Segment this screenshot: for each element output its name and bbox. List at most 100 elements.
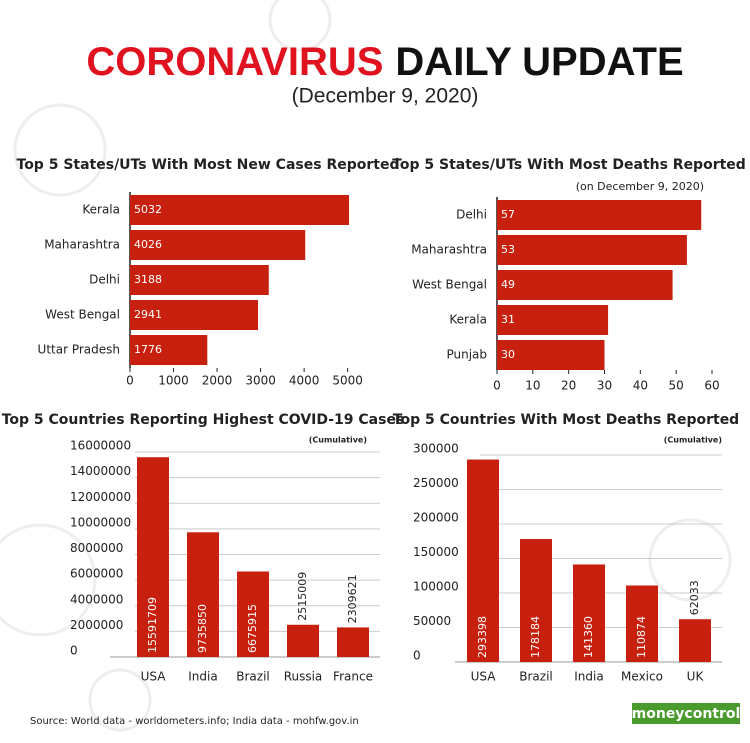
x-tick-label: India (574, 670, 603, 684)
y-tick-label: 8000000 (70, 541, 123, 555)
background-decoration (0, 0, 732, 732)
x-tick-label: 3000 (245, 374, 276, 388)
x-tick-label: 4000 (289, 374, 320, 388)
bar (573, 564, 605, 662)
y-tick-label: 10000000 (70, 515, 131, 529)
value-label: 141360 (582, 616, 595, 658)
logo: moneycontrol (632, 706, 741, 722)
bar (679, 619, 711, 662)
bar (130, 230, 306, 260)
bar (497, 270, 673, 300)
y-tick-label: 50000 (413, 614, 451, 628)
x-tick-label: 5000 (332, 374, 363, 388)
value-label: 2309621 (346, 574, 359, 623)
x-tick-label: 2000 (202, 374, 233, 388)
x-tick-label: UK (687, 670, 705, 684)
x-tick-label: 30 (597, 379, 612, 393)
y-tick-label: Uttar Pradesh (38, 343, 120, 357)
x-tick-label: 0 (126, 374, 134, 388)
source: Source: World data - worldometers.info; … (30, 716, 359, 727)
y-tick-label: Maharashtra (44, 238, 120, 252)
y-tick-label: Maharashtra (411, 243, 487, 257)
value-label: 57 (501, 208, 515, 221)
date: (December 9, 2020) (292, 85, 479, 108)
bar (467, 459, 499, 662)
value-label: 178184 (529, 616, 542, 658)
bar (130, 265, 269, 295)
value-label: 5032 (134, 203, 162, 216)
x-tick-label: India (188, 670, 217, 684)
value-label: 31 (501, 313, 515, 326)
x-tick-label: 10 (525, 379, 540, 393)
value-label: 4026 (134, 238, 162, 251)
y-tick-label: Kerala (449, 313, 487, 327)
x-tick-label: USA (141, 670, 167, 684)
x-tick-label: 20 (561, 379, 576, 393)
y-tick-label: 4000000 (70, 592, 123, 606)
value-label: 6675915 (246, 604, 259, 653)
logo-box (632, 703, 740, 724)
y-tick-label: 2000000 (70, 618, 123, 632)
title-black: DAILY UPDATE (395, 40, 683, 84)
chart-title: Top 5 Countries With Most Deaths Reporte… (393, 412, 739, 428)
chart-subtitle: (on December 9, 2020) (576, 180, 704, 193)
chart-title: Top 5 States/UTs With Most New Cases Rep… (17, 157, 400, 173)
title-red: CORONAVIRUS (86, 40, 383, 84)
y-tick-label: 250000 (413, 476, 459, 490)
bar (497, 235, 687, 265)
bar (520, 539, 552, 662)
y-tick-label: West Bengal (45, 308, 120, 322)
value-label: 53 (501, 243, 515, 256)
bar (130, 195, 350, 225)
y-tick-label: Kerala (82, 203, 120, 217)
bar (137, 457, 169, 657)
y-tick-label: 6000000 (70, 567, 123, 581)
x-tick-label: 60 (704, 379, 719, 393)
y-tick-label: 150000 (413, 545, 459, 559)
bar (337, 627, 369, 657)
chart-subtitle: (Cumulative) (309, 436, 367, 445)
y-tick-label: Punjab (446, 348, 487, 362)
value-label: 30 (501, 348, 515, 361)
x-tick-label: 0 (493, 379, 501, 393)
bar (497, 340, 605, 370)
bar (497, 305, 609, 335)
x-tick-label: Mexico (621, 670, 663, 684)
x-tick-label: 50 (669, 379, 684, 393)
bar (626, 585, 658, 662)
x-tick-label: France (333, 670, 373, 684)
x-tick-label: 40 (633, 379, 648, 393)
x-tick-label: Russia (284, 670, 323, 684)
value-label: 2515009 (296, 572, 309, 621)
bar (187, 532, 219, 657)
y-tick-label: Delhi (456, 208, 487, 222)
chart-subtitle: (Cumulative) (664, 436, 722, 445)
value-label: 9735850 (196, 604, 209, 653)
chart-title: Top 5 States/UTs With Most Deaths Report… (392, 157, 746, 173)
value-label: 293398 (476, 616, 489, 658)
bar (130, 335, 208, 365)
bar (130, 300, 259, 330)
y-tick-label: 0 (413, 649, 421, 663)
value-label: 62033 (688, 580, 701, 615)
bar (287, 624, 319, 657)
main-title: CORONAVIRUS DAILY UPDATE (86, 40, 683, 84)
bar (497, 200, 702, 230)
y-tick-label: 300000 (413, 442, 459, 456)
value-label: 3188 (134, 273, 162, 286)
value-label: 110874 (635, 616, 648, 658)
value-label: 15591709 (146, 597, 159, 653)
x-tick-label: 1000 (158, 374, 189, 388)
y-tick-label: Delhi (89, 273, 120, 287)
bar (237, 571, 269, 657)
chart-title: Top 5 Countries Reporting Highest COVID-… (2, 412, 405, 428)
y-tick-label: 16000000 (70, 439, 131, 453)
value-label: 49 (501, 278, 515, 291)
x-tick-label: Brazil (236, 670, 270, 684)
x-tick-label: USA (471, 670, 497, 684)
y-tick-label: 12000000 (70, 490, 131, 504)
y-tick-label: 0 (70, 644, 78, 658)
value-label: 1776 (134, 343, 162, 356)
y-tick-label: West Bengal (412, 278, 487, 292)
